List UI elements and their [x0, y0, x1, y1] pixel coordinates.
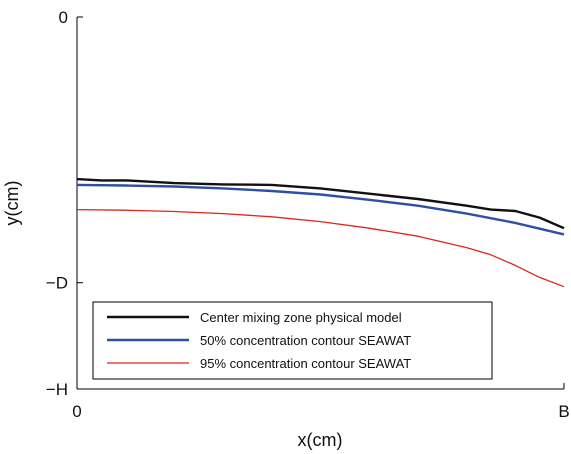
x-tick-label-1: 0	[72, 402, 81, 421]
legend-label-1: Center mixing zone physical model	[200, 310, 402, 325]
legend-label-3: 95% concentration contour SEAWAT	[200, 356, 411, 371]
y-tick-label-1: 0	[59, 8, 68, 27]
series-line-2	[76, 183, 565, 236]
x-tick-label-2: B	[558, 402, 569, 421]
series-line-1	[76, 177, 565, 230]
series-line-3	[76, 208, 565, 288]
series-layer	[76, 177, 565, 288]
plot-frame	[76, 17, 564, 390]
legend: Center mixing zone physical model 50% con…	[92, 301, 493, 380]
y-tick-label-3: −H	[46, 380, 68, 399]
y-axis-title: y(cm)	[2, 181, 22, 226]
x-axis-title: x(cm)	[298, 430, 343, 450]
legend-items: Center mixing zone physical model 50% con…	[107, 310, 411, 371]
y-tick-label-2: −D	[46, 274, 68, 293]
ticks-layer: 0−D−H0 B	[46, 8, 570, 421]
legend-label-2: 50% concentration contour SEAWAT	[200, 333, 411, 348]
